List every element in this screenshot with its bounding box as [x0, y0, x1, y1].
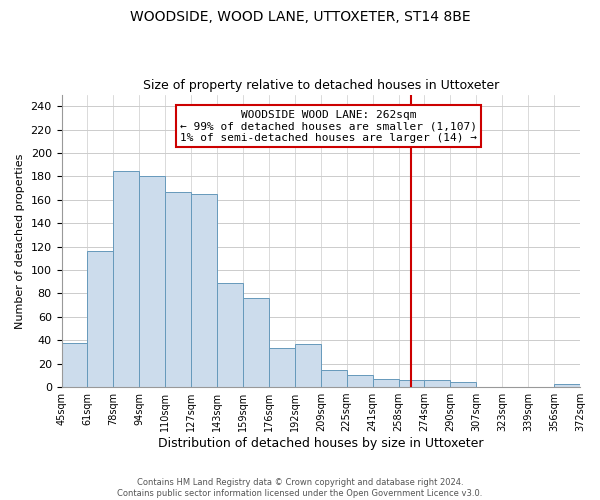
- Bar: [451, 382, 476, 387]
- Text: WOODSIDE, WOOD LANE, UTTOXETER, ST14 8BE: WOODSIDE, WOOD LANE, UTTOXETER, ST14 8BE: [130, 10, 470, 24]
- Bar: [165, 192, 191, 387]
- Bar: [554, 384, 580, 387]
- Bar: [88, 252, 113, 387]
- Bar: [243, 298, 269, 387]
- Bar: [347, 376, 373, 387]
- Bar: [295, 344, 321, 387]
- Bar: [424, 380, 451, 387]
- Bar: [373, 379, 398, 387]
- Bar: [191, 194, 217, 387]
- X-axis label: Distribution of detached houses by size in Uttoxeter: Distribution of detached houses by size …: [158, 437, 484, 450]
- Bar: [269, 348, 295, 387]
- Title: Size of property relative to detached houses in Uttoxeter: Size of property relative to detached ho…: [143, 79, 499, 92]
- Bar: [321, 370, 347, 387]
- Bar: [62, 342, 88, 387]
- Bar: [217, 283, 243, 387]
- Bar: [139, 176, 165, 387]
- Text: Contains HM Land Registry data © Crown copyright and database right 2024.
Contai: Contains HM Land Registry data © Crown c…: [118, 478, 482, 498]
- Y-axis label: Number of detached properties: Number of detached properties: [15, 153, 25, 328]
- Bar: [113, 170, 139, 387]
- Text: WOODSIDE WOOD LANE: 262sqm
← 99% of detached houses are smaller (1,107)
1% of se: WOODSIDE WOOD LANE: 262sqm ← 99% of deta…: [180, 110, 477, 143]
- Bar: [398, 380, 424, 387]
